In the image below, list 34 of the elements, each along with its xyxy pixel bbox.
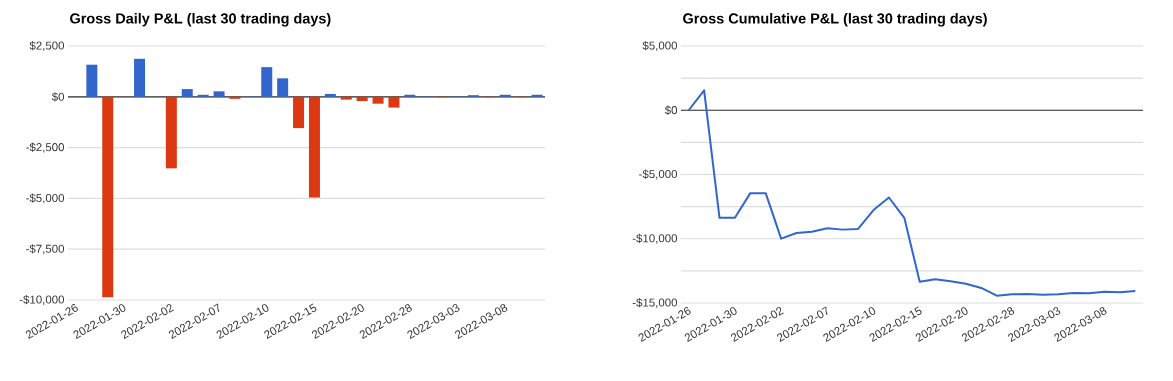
bar: [229, 96, 241, 99]
bar: [102, 96, 114, 298]
bar: [388, 96, 400, 108]
y-tick-label: -$7,500: [26, 244, 65, 255]
y-tick-label: -$10,000: [19, 295, 65, 305]
y-tick-label: $0: [664, 105, 678, 115]
bar: [165, 96, 177, 169]
bar: [181, 89, 193, 97]
y-tick-label: -$10,000: [632, 233, 678, 244]
y-tick-label: -$2,500: [26, 142, 65, 153]
bar: [308, 96, 320, 198]
bar: [356, 96, 368, 102]
y-tick-label: -$15,000: [632, 298, 678, 308]
y-tick-label: $5,000: [642, 41, 678, 51]
bar: [340, 96, 352, 100]
chart-title: Gross Daily P&L (last 30 trading days): [70, 12, 331, 27]
bar: [324, 93, 336, 97]
bar: [372, 96, 384, 104]
y-tick-label: -$5,000: [26, 193, 65, 204]
bar: [499, 94, 511, 97]
bar: [213, 91, 225, 97]
bar: [293, 96, 305, 129]
bar: [531, 94, 543, 97]
bar: [277, 78, 289, 97]
bar: [261, 67, 273, 97]
bar: [134, 58, 146, 97]
bar: [197, 94, 209, 97]
y-tick-label: $0: [51, 92, 65, 102]
y-tick-label: $2,500: [29, 41, 65, 51]
chart-title: Gross Cumulative P&L (last 30 trading days): [683, 12, 987, 27]
y-tick-label: -$5,000: [639, 169, 678, 180]
bar: [404, 94, 416, 97]
line-series: [687, 89, 1137, 297]
bar: [86, 64, 98, 97]
